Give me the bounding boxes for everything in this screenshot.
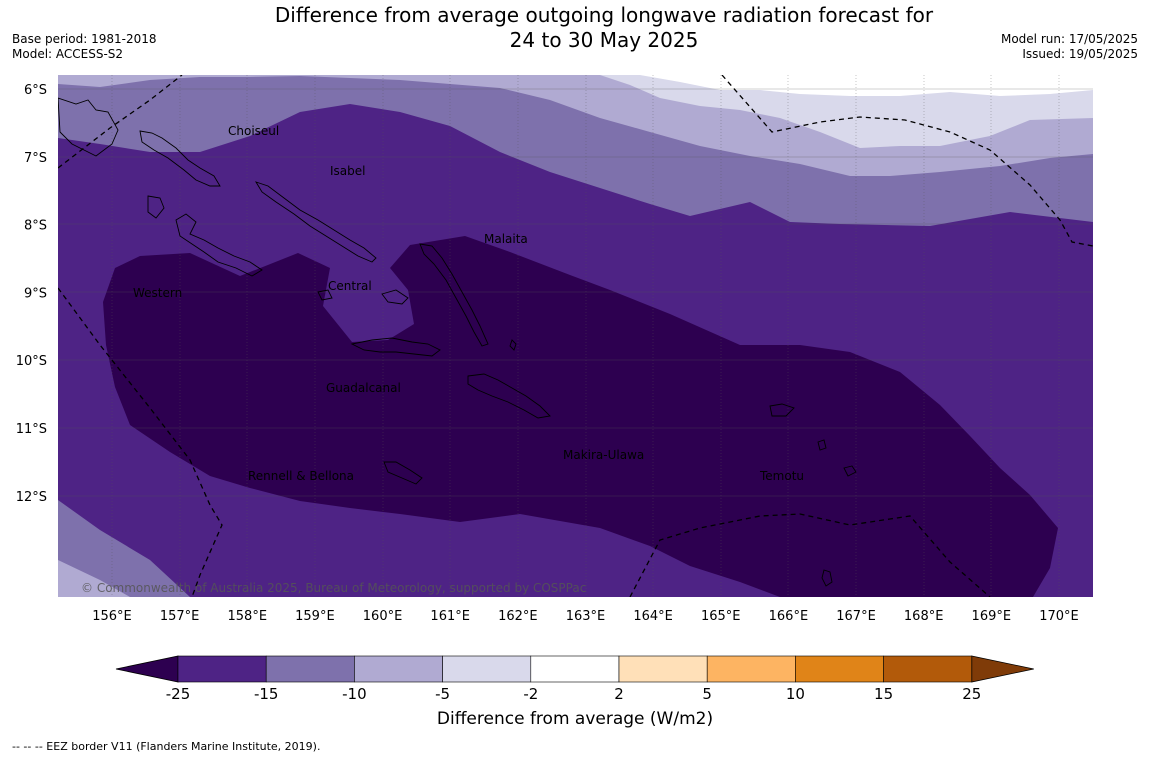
province-label-makira-ulawa: Makira-Ulawa — [563, 448, 644, 462]
vanikoro-island — [843, 465, 857, 477]
isabel-island — [254, 181, 377, 263]
lon-label: 162°E — [498, 609, 538, 624]
lat-label: 7°S — [24, 151, 47, 166]
colorbar-tick-label: 15 — [874, 685, 893, 703]
florida-islands — [381, 289, 409, 305]
colorbar — [115, 655, 1034, 683]
new-georgia-island — [175, 213, 263, 277]
colorbar-tick-label: 2 — [614, 685, 624, 703]
small-island-2 — [817, 439, 827, 451]
model-name: Model: ACCESS-S2 — [12, 47, 124, 61]
lon-label: 158°E — [228, 609, 268, 624]
province-label-western: Western — [133, 286, 182, 300]
lon-label: 166°E — [769, 609, 809, 624]
eez-border — [58, 75, 1093, 597]
lon-label: 165°E — [701, 609, 741, 624]
colorbar-tick-label: 5 — [702, 685, 712, 703]
small-island-3 — [821, 569, 833, 587]
colorbar-tick-label: -25 — [166, 685, 191, 703]
model-run: Model run: 17/05/2025 — [1000, 32, 1138, 46]
province-label-temotu: Temotu — [759, 469, 804, 483]
lon-label: 159°E — [295, 609, 335, 624]
choiseul-island — [139, 130, 221, 187]
meta-left: Base period: 1981-2018 Model: ACCESS-S2 — [12, 32, 157, 62]
colorbar-extend-low — [115, 655, 179, 683]
province-label-central: Central — [328, 279, 372, 293]
latitude-labels: 6°S 7°S 8°S 9°S 10°S 11°S 12°S — [16, 83, 47, 505]
colorbar-tick-label: -5 — [435, 685, 450, 703]
province-label-isabel: Isabel — [330, 164, 365, 178]
bougainville-island — [58, 97, 119, 157]
title-line-2: 24 to 30 May 2025 — [509, 28, 699, 52]
lon-label: 156°E — [92, 609, 132, 624]
province-labels: Choiseul Isabel Malaita Western Central … — [133, 124, 804, 483]
lon-label: 168°E — [904, 609, 944, 624]
province-label-guadalcanal: Guadalcanal — [326, 381, 401, 395]
longitude-labels: 156°E 157°E 158°E 159°E 160°E 161°E 162°E 163°E… — [92, 609, 1078, 624]
province-label-malaita: Malaita — [484, 232, 528, 246]
makira-island — [467, 373, 551, 419]
lon-label: 160°E — [363, 609, 403, 624]
copyright-notice: © Commonwealth of Australia 2025, Bureau… — [81, 581, 586, 595]
issued-date: Issued: 19/05/2025 — [1022, 47, 1138, 61]
colorbar-tick-label: -15 — [254, 685, 279, 703]
lat-label: 8°S — [24, 219, 47, 234]
lon-label: 161°E — [430, 609, 470, 624]
lon-label: 167°E — [836, 609, 876, 624]
lon-label: 170°E — [1039, 609, 1079, 624]
colorbar-segment — [706, 655, 796, 683]
meta-right: Model run: 17/05/2025 Issued: 19/05/2025 — [1001, 32, 1138, 62]
small-island-1 — [509, 339, 517, 351]
malaita-island — [419, 243, 489, 347]
santa-cruz-island — [769, 403, 795, 417]
band-minus-2-to-2 — [640, 75, 1093, 96]
colorbar-tick-label: -10 — [342, 685, 367, 703]
colorbar-tick-label: 25 — [962, 685, 981, 703]
base-period: Base period: 1981-2018 — [12, 32, 157, 46]
lat-label: 11°S — [16, 422, 47, 437]
colorbar-tick-label: 10 — [786, 685, 805, 703]
province-label-rennell-bellona: Rennell & Bellona — [248, 469, 354, 483]
coastlines — [58, 97, 857, 587]
lon-label: 164°E — [633, 609, 673, 624]
map-area: Choiseul Isabel Malaita Western Central … — [58, 75, 1093, 597]
lat-label: 10°S — [16, 354, 47, 369]
vella-lavella-island — [147, 195, 165, 219]
lon-label: 157°E — [160, 609, 200, 624]
colorbar-segment — [442, 655, 532, 683]
lat-label: 6°S — [24, 83, 47, 98]
province-label-choiseul: Choiseul — [228, 124, 279, 138]
colorbar-segment — [354, 655, 443, 683]
guadalcanal-island — [350, 337, 441, 357]
colorbar-segment — [883, 655, 973, 683]
russell-islands — [317, 289, 333, 301]
colorbar-tick-labels: -25 -15 -10 -5 -2 2 5 10 15 25 — [166, 685, 982, 703]
colorbar-segment — [530, 655, 620, 683]
band-minus-15-to-10 — [58, 75, 1093, 597]
rennell-island — [383, 461, 423, 485]
gridlines — [58, 75, 1093, 597]
colorbar-segment — [265, 655, 355, 683]
footer-legend: -- -- -- EEZ border V11 (Flanders Marine… — [12, 740, 321, 753]
title-line-1: Difference from average outgoing longwav… — [274, 3, 934, 27]
colorbar-extend-high — [971, 655, 1034, 683]
band-below-minus-25 — [103, 236, 1058, 597]
colorbar-label: Difference from average (W/m2) — [436, 709, 714, 729]
lon-label: 163°E — [566, 609, 606, 624]
colorbar-segment — [177, 655, 267, 683]
lat-label: 12°S — [16, 490, 47, 505]
map-title: Difference from average outgoing longwav… — [0, 3, 1150, 53]
colorbar-tick-label: -2 — [523, 685, 538, 703]
colorbar-segment — [795, 655, 884, 683]
lat-label: 9°S — [24, 286, 47, 301]
colorbar-segment — [618, 655, 708, 683]
lon-label: 169°E — [972, 609, 1012, 624]
